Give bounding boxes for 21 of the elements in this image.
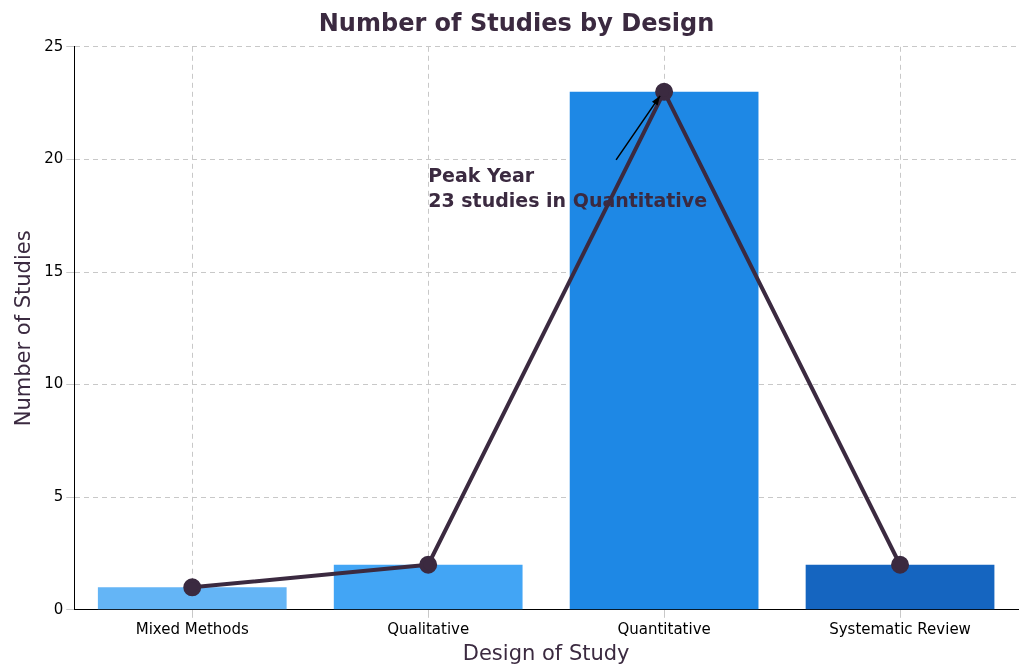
- y-tick-label: 15: [44, 261, 64, 280]
- y-tick-label: 0: [53, 599, 64, 618]
- x-tick-label: Systematic Review: [829, 619, 971, 638]
- point: [891, 555, 910, 574]
- x-axis-title: Design of Study: [462, 640, 630, 665]
- x-tick-label: Quantitative: [617, 619, 711, 638]
- y-tick-label: 25: [44, 36, 64, 55]
- bar: [97, 587, 287, 610]
- bar: [805, 564, 995, 610]
- point: [419, 555, 438, 574]
- point: [655, 82, 674, 101]
- x-tick-label: Qualitative: [387, 619, 470, 638]
- y-tick-label: 20: [44, 149, 64, 168]
- y-tick-label: 10: [44, 374, 64, 393]
- bar: [569, 91, 759, 610]
- chart-title: Number of Studies by Design: [318, 8, 715, 37]
- y-axis-title: Number of Studies: [11, 230, 36, 427]
- y-tick-label: 5: [53, 487, 64, 506]
- point: [183, 578, 202, 597]
- x-tick-label: Mixed Methods: [135, 619, 249, 638]
- bar: [333, 564, 523, 610]
